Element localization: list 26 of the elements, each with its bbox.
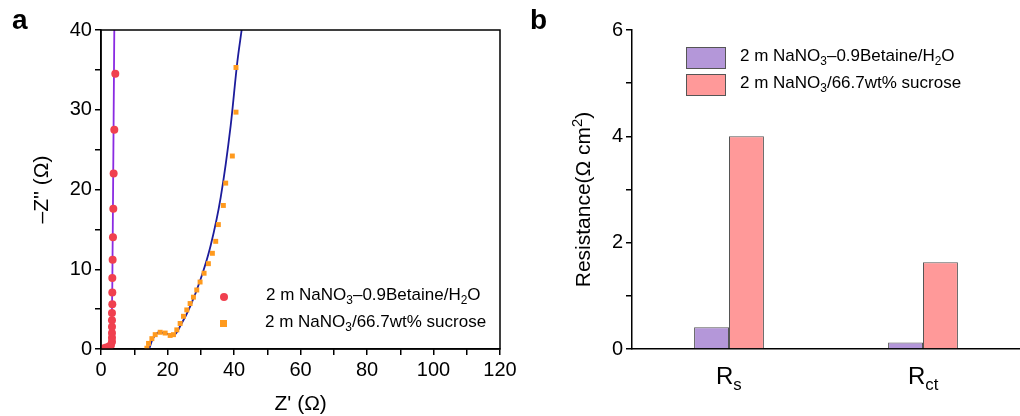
- x-tick-label: 40: [222, 357, 246, 380]
- y-tick-label: 30: [69, 97, 92, 120]
- legend-label: 2 m NaNO$_{3}$–0.9Betaine/H$_{2}$O: [740, 46, 955, 69]
- y-tick-label: 4: [611, 123, 623, 146]
- text: b: [530, 4, 548, 35]
- x-tick-label: 100: [416, 357, 451, 380]
- y-tick-label: 0: [611, 336, 623, 359]
- text: a: [12, 4, 28, 35]
- y-tick-label: 40: [69, 17, 92, 40]
- legend-label: 2 m NaNO$_{3}$/66.7wt% sucrose: [740, 73, 962, 96]
- y-tick-label: 0: [80, 336, 92, 359]
- x-axis-title: Z' (Ω): [274, 391, 327, 414]
- x-tick-label: R$_{s}$: [716, 362, 742, 394]
- legend-label: 2 m NaNO$_{3}$–0.9Betaine/H$_{2}$O: [266, 285, 481, 308]
- y-axis-title: –Z'' (Ω): [28, 155, 52, 224]
- x-tick-label: 60: [289, 357, 312, 380]
- y-tick-label: 2: [611, 230, 623, 253]
- y-tick-label: 10: [69, 256, 92, 279]
- x-tick-label: 20: [156, 357, 179, 380]
- y-tick-label: 6: [611, 17, 623, 40]
- y-tick-label: 20: [69, 177, 92, 200]
- x-tick-label: R$_{ct}$: [908, 362, 939, 394]
- x-tick-label: 120: [483, 357, 517, 380]
- x-tick-label: 0: [95, 357, 107, 380]
- legend-label: 2 m NaNO$_{3}$/66.7wt% sucrose: [265, 312, 487, 335]
- x-tick-label: 80: [355, 357, 379, 380]
